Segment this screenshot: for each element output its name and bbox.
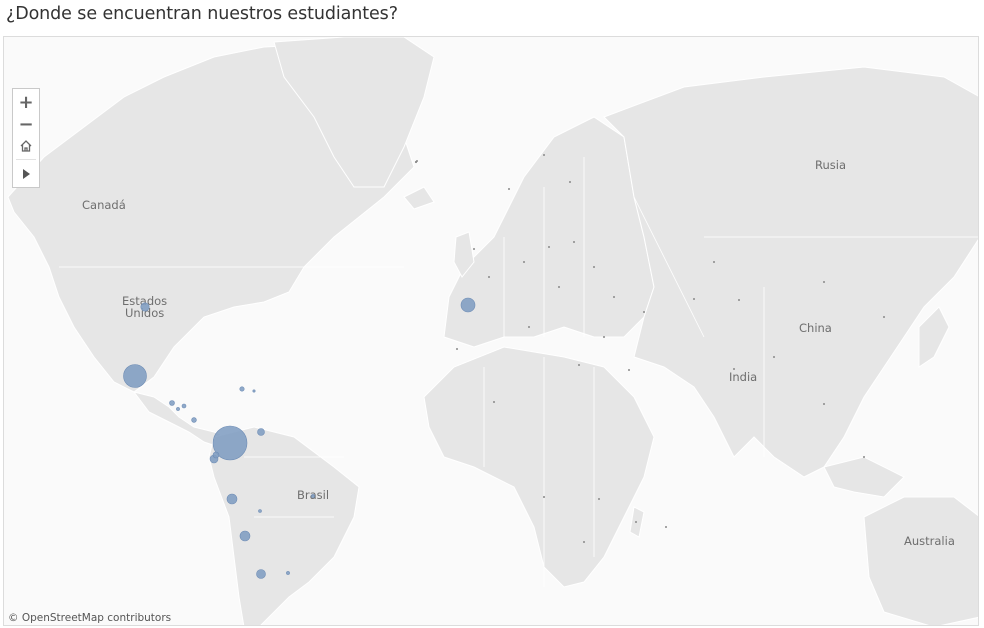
bubble-spain (460, 297, 476, 313)
land-layer (7, 37, 978, 625)
bubble-brazil (311, 494, 315, 498)
label-rusia: Rusia (815, 158, 846, 172)
map-zoom-toolbar: + − (12, 88, 40, 188)
pan-button[interactable] (13, 163, 39, 185)
greenland-landmass (273, 37, 435, 188)
africa-landmass (423, 346, 655, 588)
label-india: India (729, 370, 757, 384)
toolbar-separator (16, 159, 36, 160)
bubble-usa (140, 302, 150, 312)
europe-landmass (443, 116, 655, 348)
uk-landmass (453, 231, 475, 278)
bubble-honduras (181, 403, 187, 409)
bubble-mexico (123, 364, 147, 388)
country-borders (59, 157, 978, 587)
bubble-argentina (256, 569, 266, 579)
label-china: China (799, 321, 832, 335)
sea-islands-landmass (823, 456, 905, 498)
north-america-landmass (7, 44, 415, 393)
bubble-dominican-republic (252, 389, 256, 393)
japan-landmass (918, 306, 950, 368)
bubble-guatemala (169, 400, 175, 406)
bubble-venezuela (257, 428, 265, 436)
asia-landmass (603, 66, 978, 478)
label-australia: Australia (904, 534, 955, 548)
bubble-uruguay (286, 571, 290, 575)
home-button[interactable] (13, 135, 39, 157)
bubble-cuba (239, 386, 245, 392)
bubble-ecuador-2 (212, 451, 220, 459)
bubble-bolivia (258, 509, 262, 513)
zoom-in-button[interactable]: + (18, 91, 34, 113)
bubble-colombia (212, 425, 248, 461)
label-estados: Estados (122, 294, 167, 308)
map-attribution: © OpenStreetMap contributors (8, 612, 172, 624)
home-icon (20, 140, 32, 152)
student-bubbles (123, 297, 476, 579)
map-canvas[interactable]: Canadá Estados Unidos Rusia China India … (4, 37, 979, 626)
south-america-landmass (208, 426, 360, 625)
bubble-costa-rica (191, 417, 197, 423)
bubble-el-salvador (176, 407, 180, 411)
page-title: ¿Donde se encuentran nuestros estudiante… (6, 4, 398, 24)
city-dots (414, 154, 885, 543)
zoom-out-button[interactable]: − (18, 113, 34, 135)
bubble-peru (226, 493, 238, 505)
play-icon (23, 169, 30, 179)
bubble-chile (239, 530, 251, 542)
label-canada: Canadá (82, 198, 126, 212)
label-unidos: Unidos (125, 306, 164, 320)
world-map[interactable]: Canadá Estados Unidos Rusia China India … (3, 36, 979, 626)
australia-landmass (863, 496, 978, 625)
iceland-landmass (403, 186, 435, 210)
